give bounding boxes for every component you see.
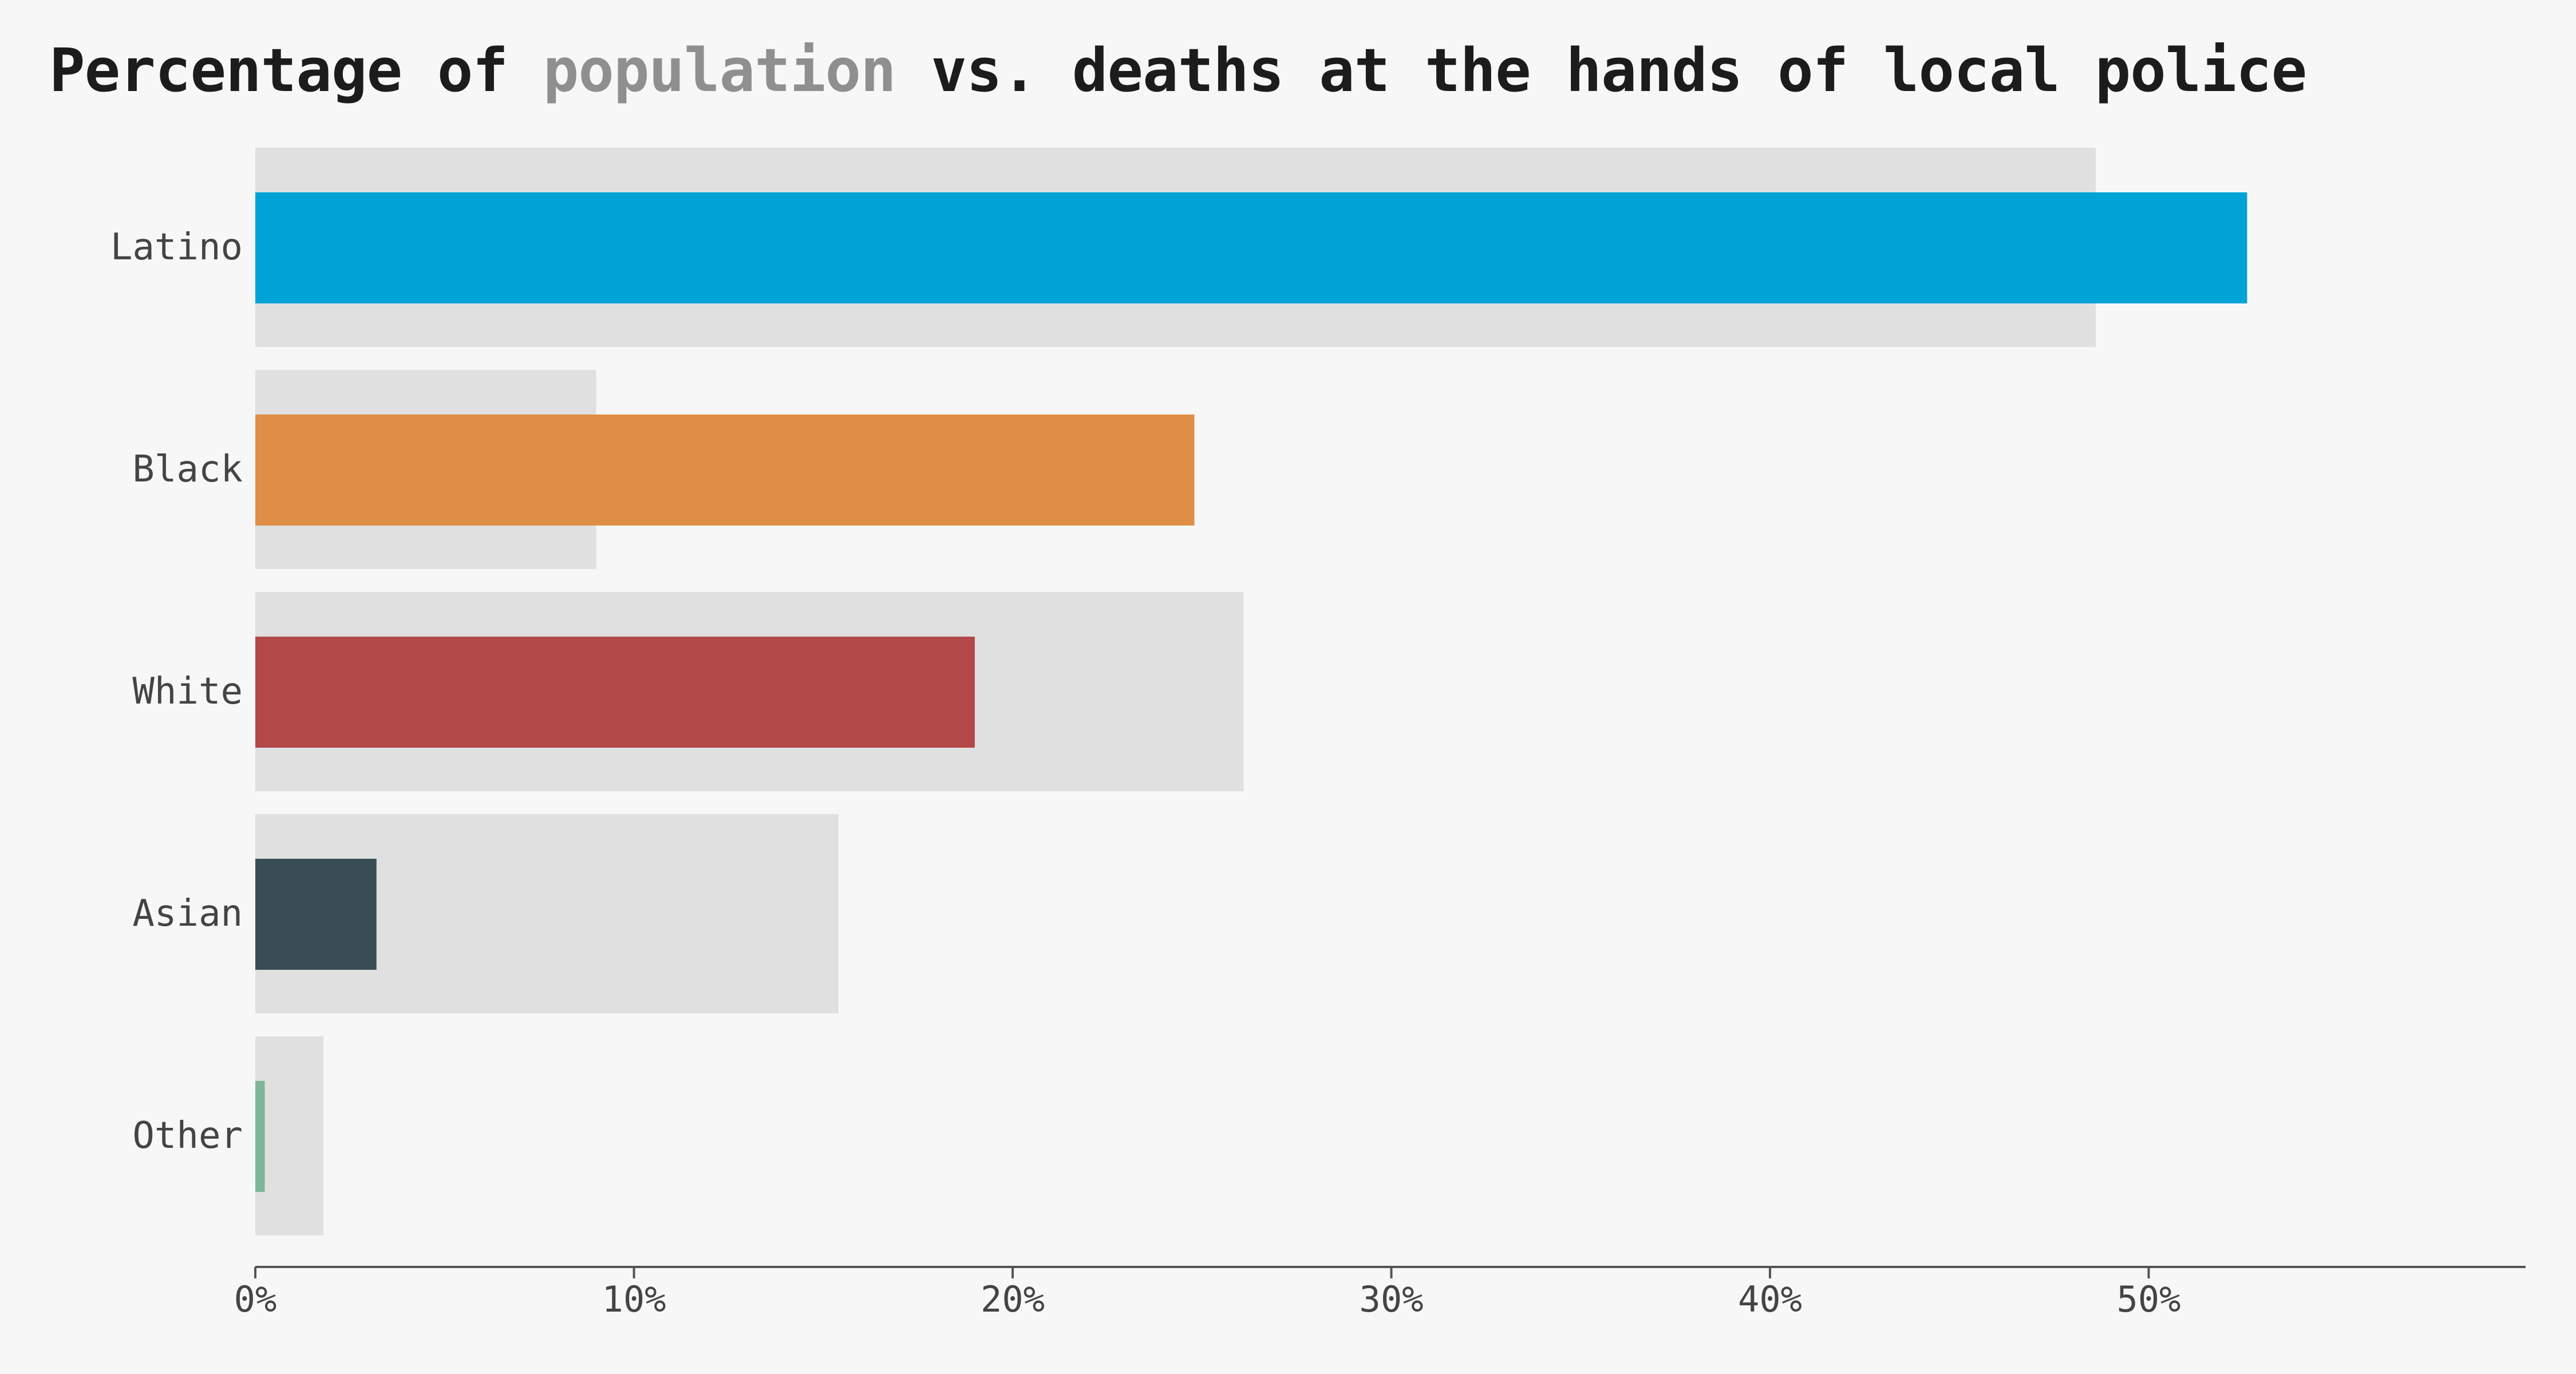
category-label-white: White (132, 670, 243, 713)
x-tick-label: 40% (1738, 1278, 1802, 1320)
x-tick-label: 0% (234, 1278, 277, 1320)
x-tick-label: 30% (1360, 1278, 1424, 1320)
x-tick-label: 20% (981, 1278, 1045, 1320)
category-labels: Latino Black White Asian Other (110, 226, 243, 1157)
x-tick-label: 10% (602, 1278, 666, 1320)
title-part-1: Percentage of (49, 35, 543, 105)
category-label-other: Other (132, 1115, 243, 1157)
population-bar-other (255, 1036, 324, 1235)
deaths-bar-other (255, 1081, 265, 1192)
chart-title: Percentage of population vs. deaths at t… (49, 27, 2307, 113)
deaths-bar-latino (255, 192, 2247, 303)
category-label-asian: Asian (132, 893, 243, 935)
deaths-bar-white (255, 637, 975, 748)
x-tick-label: 50% (2117, 1278, 2181, 1320)
deaths-bar-asian (255, 859, 377, 970)
deaths-bars (255, 192, 2247, 1192)
x-axis-ticks: 0% 10% 20% 30% 40% 50% (234, 1267, 2181, 1320)
category-label-black: Black (132, 448, 243, 491)
category-label-latino: Latino (110, 226, 243, 269)
deaths-bar-black (255, 414, 1195, 526)
title-part-3: vs. deaths at the hands of local police (895, 35, 2307, 105)
title-highlight-population: population (543, 35, 896, 105)
